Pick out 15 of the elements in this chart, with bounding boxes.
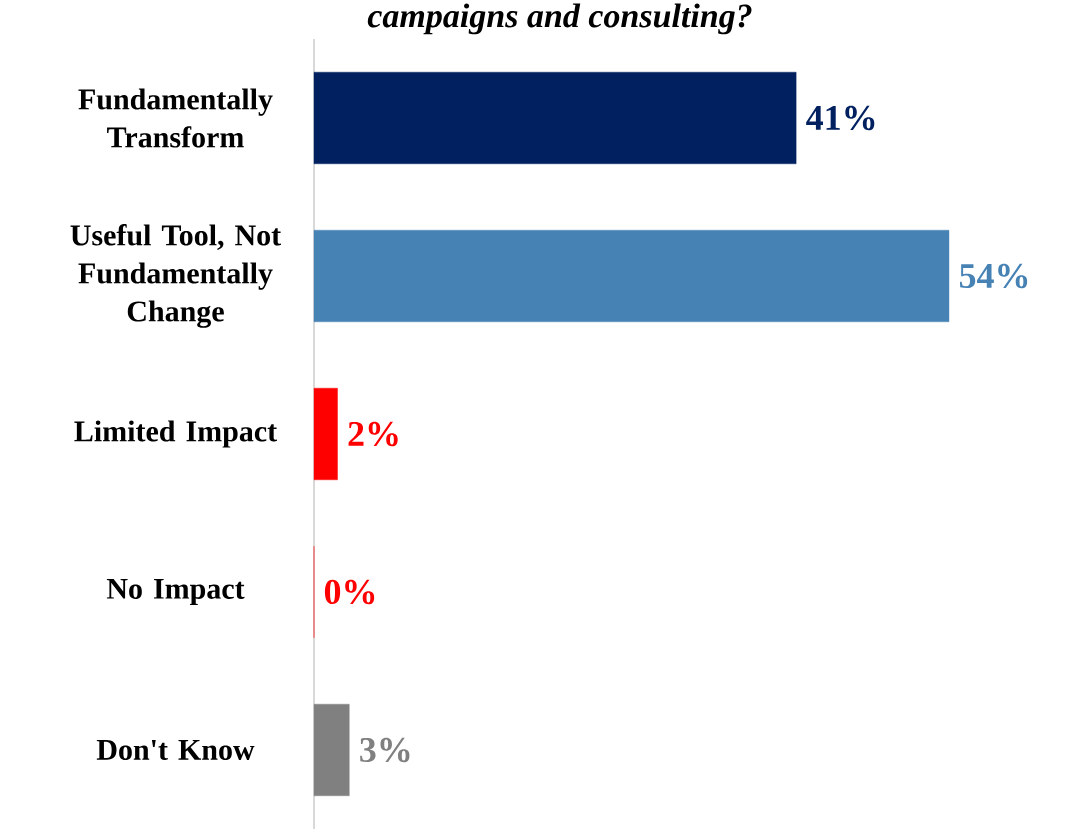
y-tick-label: Useful Tool, Not Fundamentally Change: [70, 224, 282, 328]
bar: [313, 703, 350, 797]
y-tick-label: Limited Impact: [74, 420, 278, 448]
bar: [313, 229, 950, 323]
data-label: 2%: [348, 421, 398, 447]
data-label: 3%: [360, 737, 410, 763]
chart-title: campaigns and consulting?: [367, 3, 752, 35]
y-tick-label: Don't Know: [96, 740, 255, 760]
bar: [313, 71, 797, 165]
data-label: 0%: [324, 579, 375, 605]
data-label: 41%: [806, 105, 875, 131]
data-label: 54%: [959, 263, 1028, 289]
y-tick-label: Fundamentally Transform: [78, 88, 273, 148]
bar: [313, 387, 338, 481]
y-tick-label: No Impact: [106, 578, 245, 606]
